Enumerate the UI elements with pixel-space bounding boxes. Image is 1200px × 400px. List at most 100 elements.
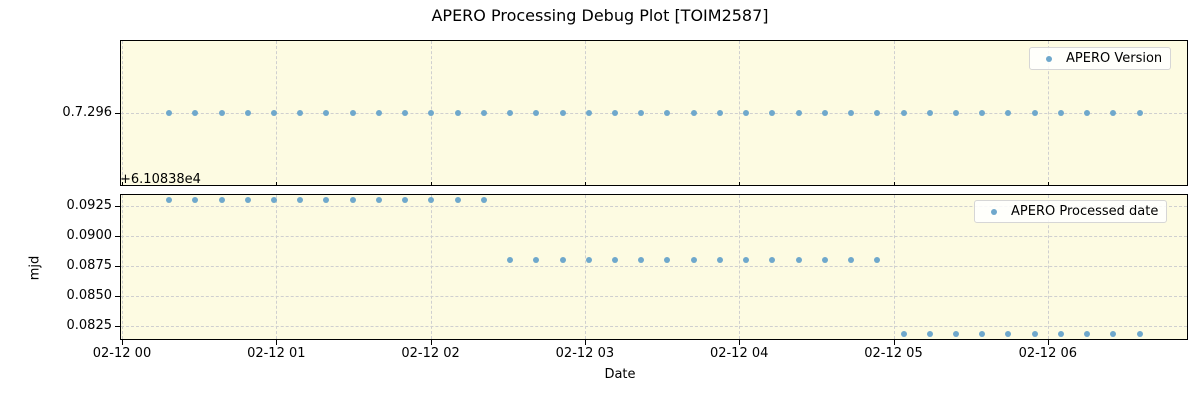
data-point [1136,330,1143,337]
data-point [297,110,304,116]
data-point [848,110,855,116]
x-tick [893,340,895,345]
y-tick [115,295,120,297]
data-point [454,110,461,116]
y-tick [115,113,120,114]
data-point [690,110,697,116]
data-point [323,197,330,204]
data-point [900,110,907,116]
data-point [795,110,802,116]
x-tick [276,182,278,186]
grid-line-horizontal [121,325,1187,327]
data-point [611,256,618,263]
y-tick-label: 0.0925 [66,198,113,213]
data-point [559,110,566,116]
data-point [166,110,173,116]
legend-marker-icon [991,208,997,215]
data-point [218,110,225,116]
x-axis-label: Date [604,367,636,382]
data-point [743,110,750,116]
processed-date-legend: APERO Processed date [974,200,1168,223]
data-point [716,110,723,116]
x-tick [584,182,586,186]
data-point [585,110,592,116]
x-tick [893,182,895,186]
data-point [1005,110,1012,116]
x-tick [430,182,432,186]
data-point [664,110,671,116]
data-point [664,256,671,263]
data-point [979,330,986,337]
version-axes [120,40,1188,186]
legend-marker-icon [1046,55,1052,62]
data-point [795,256,802,263]
x-tick-label: 02-12 05 [864,346,923,361]
x-tick-label: 02-12 04 [709,346,769,361]
data-point [480,197,487,204]
data-point [270,110,277,116]
data-point [349,110,356,116]
y-tick-label: 0.0900 [66,227,113,243]
data-point [428,110,435,116]
data-point [638,110,645,116]
data-point [821,256,828,263]
grid-line-horizontal [121,113,1187,114]
data-point [1057,330,1064,337]
data-point [533,110,540,116]
data-point [480,110,487,116]
grid-line-vertical [122,195,123,339]
x-tick [584,340,586,345]
data-point [585,256,592,263]
data-point [192,197,199,204]
data-point [926,110,933,116]
data-point [611,110,618,116]
grid-line-vertical [739,195,741,339]
grid-line-vertical [430,195,432,339]
data-point [769,110,776,116]
data-point [690,256,697,263]
data-point [244,110,251,116]
grid-line-horizontal [121,265,1187,267]
x-tick-label: 02-12 03 [555,346,615,361]
x-tick [122,182,123,186]
data-point [1057,110,1064,116]
data-point [848,256,855,263]
data-point [638,256,645,263]
x-tick [430,340,432,345]
data-point [1110,110,1117,116]
data-point [952,330,959,337]
data-point [769,256,776,263]
data-point [402,110,409,116]
data-point [874,110,881,116]
legend-label: APERO Processed date [1011,204,1159,219]
grid-line-horizontal [121,235,1187,237]
data-point [166,197,173,204]
figure-title: APERO Processing Debug Plot [TOIM2587] [431,6,769,25]
y-offset-label: +6.10838e4 [120,172,201,187]
x-tick [1047,182,1049,186]
grid-line-vertical [893,195,895,339]
data-point [1084,330,1091,337]
x-tick-label: 02-12 06 [1018,346,1078,361]
x-tick [122,340,123,345]
data-point [900,330,907,337]
data-point [244,197,251,204]
data-point [979,110,986,116]
grid-line-vertical [276,195,278,339]
x-tick [739,182,741,186]
data-point [926,330,933,337]
version-legend: APERO Version [1029,47,1172,70]
data-point [507,256,514,263]
data-point [428,197,435,204]
x-tick [1047,340,1049,345]
y-tick [115,235,120,237]
data-point [323,110,330,116]
data-point [743,256,750,263]
y-tick-label: 0.0825 [66,317,113,333]
y-tick [115,265,120,267]
data-point [1110,330,1117,337]
data-point [1084,110,1091,116]
data-point [533,256,540,263]
data-point [297,197,304,204]
y-tick-label: 0.0875 [66,257,113,273]
